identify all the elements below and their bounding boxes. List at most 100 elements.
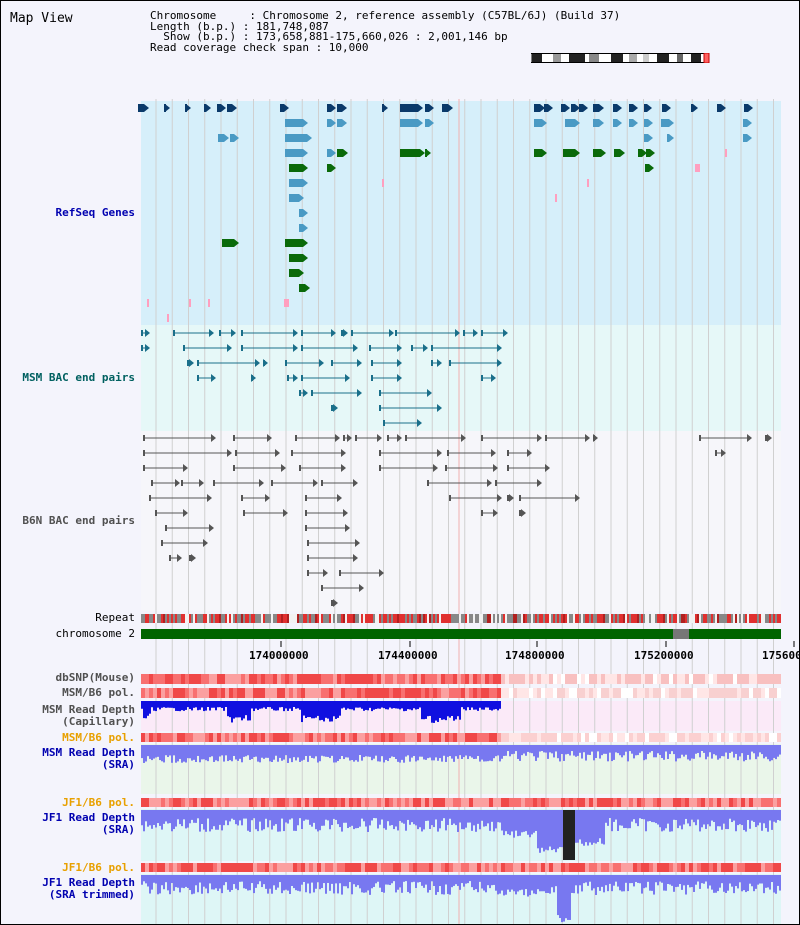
jf1-b6-pol-2 [561, 863, 565, 872]
msm-depth-sra [437, 745, 439, 761]
jf1-depth-sra [769, 810, 771, 821]
msm-b6-pol-2 [457, 733, 461, 742]
msm-b6-pol-1 [525, 688, 529, 698]
repeat-element [197, 614, 199, 623]
dbsnp-density [257, 674, 261, 684]
b6n-bac-pair-arrow [397, 434, 402, 442]
repeat-element [725, 614, 727, 623]
jf1-b6-pol-1 [341, 798, 345, 807]
b6n-bac-pair-arrow [209, 524, 214, 532]
msm-depth-sra [665, 745, 667, 752]
msm-depth-capillary [221, 701, 223, 708]
msm-depth-sra [377, 745, 379, 762]
repeat-element [247, 614, 249, 623]
repeat-element [461, 614, 463, 623]
jf1-b6-pol-1 [281, 798, 285, 807]
jf1-depth-sra [393, 810, 395, 830]
jf1-b6-pol-2 [253, 863, 257, 872]
msm-b6-pol-2 [185, 733, 189, 742]
b6n-bac-pair-end [387, 435, 389, 441]
msm-b6-pol-1 [541, 688, 545, 698]
b6n-bac-pair-end [235, 450, 237, 456]
jf1-depth-sra [337, 810, 339, 825]
msm-depth-capillary [219, 701, 221, 708]
refseq-gene [400, 104, 418, 112]
repeat-element [407, 614, 409, 623]
b6n-bac-pair-end [321, 480, 323, 486]
msm-b6-pol-2 [509, 733, 513, 742]
jf1-depth-sra [589, 810, 591, 843]
msm-b6-pol-2 [325, 733, 329, 742]
msm-bac-track-bg [141, 325, 781, 431]
repeat-element [175, 614, 177, 623]
jf1-depth-sra [477, 810, 479, 824]
repeat-element [727, 614, 729, 623]
repeat-element [611, 614, 613, 623]
jf1-depth-trimmed [455, 875, 457, 885]
msm-depth-sra [527, 745, 529, 752]
msm-b6-pol-1 [661, 688, 665, 698]
repeat-element [355, 614, 357, 623]
jf1-depth-trimmed [465, 875, 467, 884]
msm-depth-capillary [499, 701, 501, 709]
msm-bac-pair-arrow [423, 344, 428, 352]
jf1-b6-pol-2 [757, 863, 761, 872]
msm-b6-pol-2 [233, 733, 237, 742]
jf1-depth-trimmed [165, 875, 167, 883]
repeat-element [421, 614, 423, 623]
jf1-depth-trimmed [183, 875, 185, 889]
msm-depth-capillary [359, 701, 361, 708]
repeat-element [317, 614, 319, 623]
jf1-b6-pol-2 [301, 863, 305, 872]
chromosome-ideogram[interactable] [531, 53, 711, 63]
msm-bac-pair-end [449, 360, 451, 366]
jf1-depth-sra [285, 810, 287, 823]
msm-depth-sra [265, 745, 267, 758]
jf1-b6-pol-1 [361, 798, 365, 807]
msm-b6-pol-2 [525, 733, 529, 742]
jf1-depth-trimmed [633, 875, 635, 887]
msm-bac-pair-arrow [145, 329, 150, 337]
msm-depth-capillary [209, 701, 211, 711]
msm-depth-sra [505, 745, 507, 756]
msm-depth-sra [641, 745, 643, 752]
jf1-depth-trimmed [417, 875, 419, 883]
jf1-b6-pol-2 [177, 863, 181, 872]
jf1-depth-sra [291, 810, 293, 819]
msm-depth-capillary [363, 701, 365, 711]
msm-depth-sra [523, 745, 525, 754]
msm-b6-pol-2 [393, 733, 397, 742]
repeat-element [475, 614, 477, 623]
msm-bac-pair-arrow [491, 374, 496, 382]
jf1-b6-pol-1 [345, 798, 349, 807]
repeat-element [615, 614, 617, 623]
msm-depth-capillary [195, 701, 197, 708]
gene-strand-arrow [165, 104, 170, 112]
jf1-b6-pol-2 [725, 863, 729, 872]
msm-b6-pol-1 [449, 688, 453, 698]
msm-depth-capillary [457, 701, 459, 717]
jf1-depth-trimmed [581, 875, 583, 892]
msm-b6-pol-1 [377, 688, 381, 698]
msm-b6-pol-1 [329, 688, 333, 698]
msm-depth-sra [609, 745, 611, 753]
msm-depth-capillary [147, 701, 149, 716]
msm-depth-capillary [243, 701, 245, 719]
jf1-depth-sra [185, 810, 187, 829]
jf1-depth-trimmed [451, 875, 453, 888]
repeat-element [773, 614, 775, 623]
jf1-b6-pol-1 [517, 798, 521, 807]
b6n-bac-pair-arrow [721, 449, 726, 457]
repeat-element [471, 614, 473, 623]
jf1-depth-sra [605, 810, 607, 823]
msm-bac-pair-end [141, 330, 143, 336]
msm-depth-sra [567, 745, 569, 754]
dbsnp-density [213, 674, 217, 684]
repeat-element [539, 614, 541, 623]
repeat-element [147, 614, 149, 623]
dbsnp-density [733, 674, 737, 684]
msm-depth-capillary [145, 701, 147, 719]
jf1-depth-trimmed [407, 875, 409, 892]
msm-b6-pol-1 [753, 688, 757, 698]
